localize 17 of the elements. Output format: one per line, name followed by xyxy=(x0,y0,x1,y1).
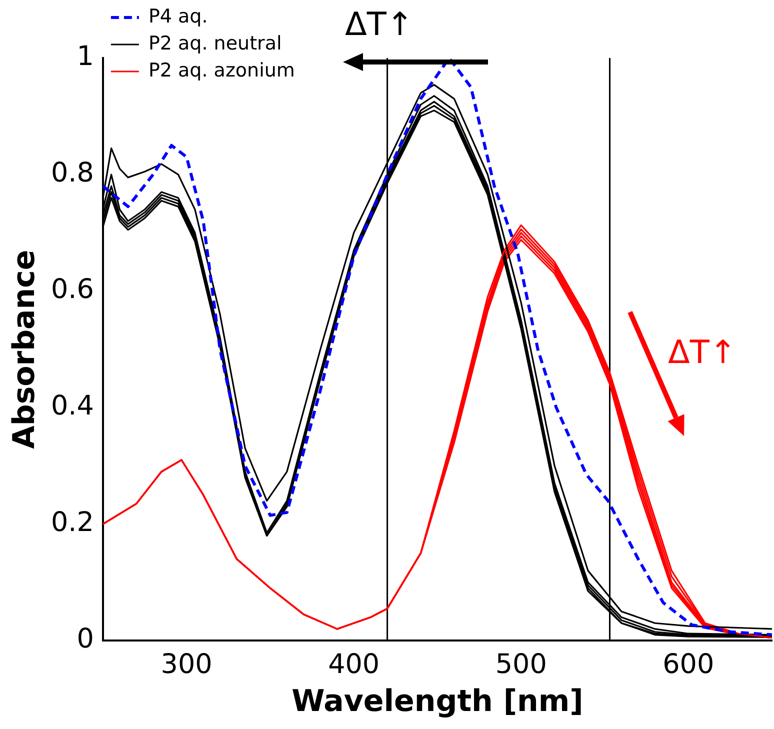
y-tick-label: 0.8 xyxy=(50,158,94,189)
x-tick-label: 500 xyxy=(495,648,547,680)
y-tick-label: 0.6 xyxy=(50,274,94,306)
y-axis-title: Absorbance xyxy=(6,250,42,449)
y-tick-label: 0.2 xyxy=(50,507,94,538)
x-tick-label: 300 xyxy=(160,648,212,680)
y-tick-label: 0.4 xyxy=(50,390,94,422)
legend-label: P2 aq. neutral xyxy=(148,32,282,54)
annotation: ΔT↑ xyxy=(668,333,736,371)
legend-label: P4 aq. xyxy=(148,5,208,28)
legend-label: P2 aq. azonium xyxy=(148,59,295,82)
y-tick-label: 1 xyxy=(76,41,94,72)
x-tick-label: 400 xyxy=(328,648,380,680)
y-tick-label: 0 xyxy=(76,624,94,655)
x-tick-label: 600 xyxy=(662,648,714,680)
text: ΔT↑ xyxy=(345,5,414,43)
x-axis-title: Wavelength [nm] xyxy=(292,684,584,719)
